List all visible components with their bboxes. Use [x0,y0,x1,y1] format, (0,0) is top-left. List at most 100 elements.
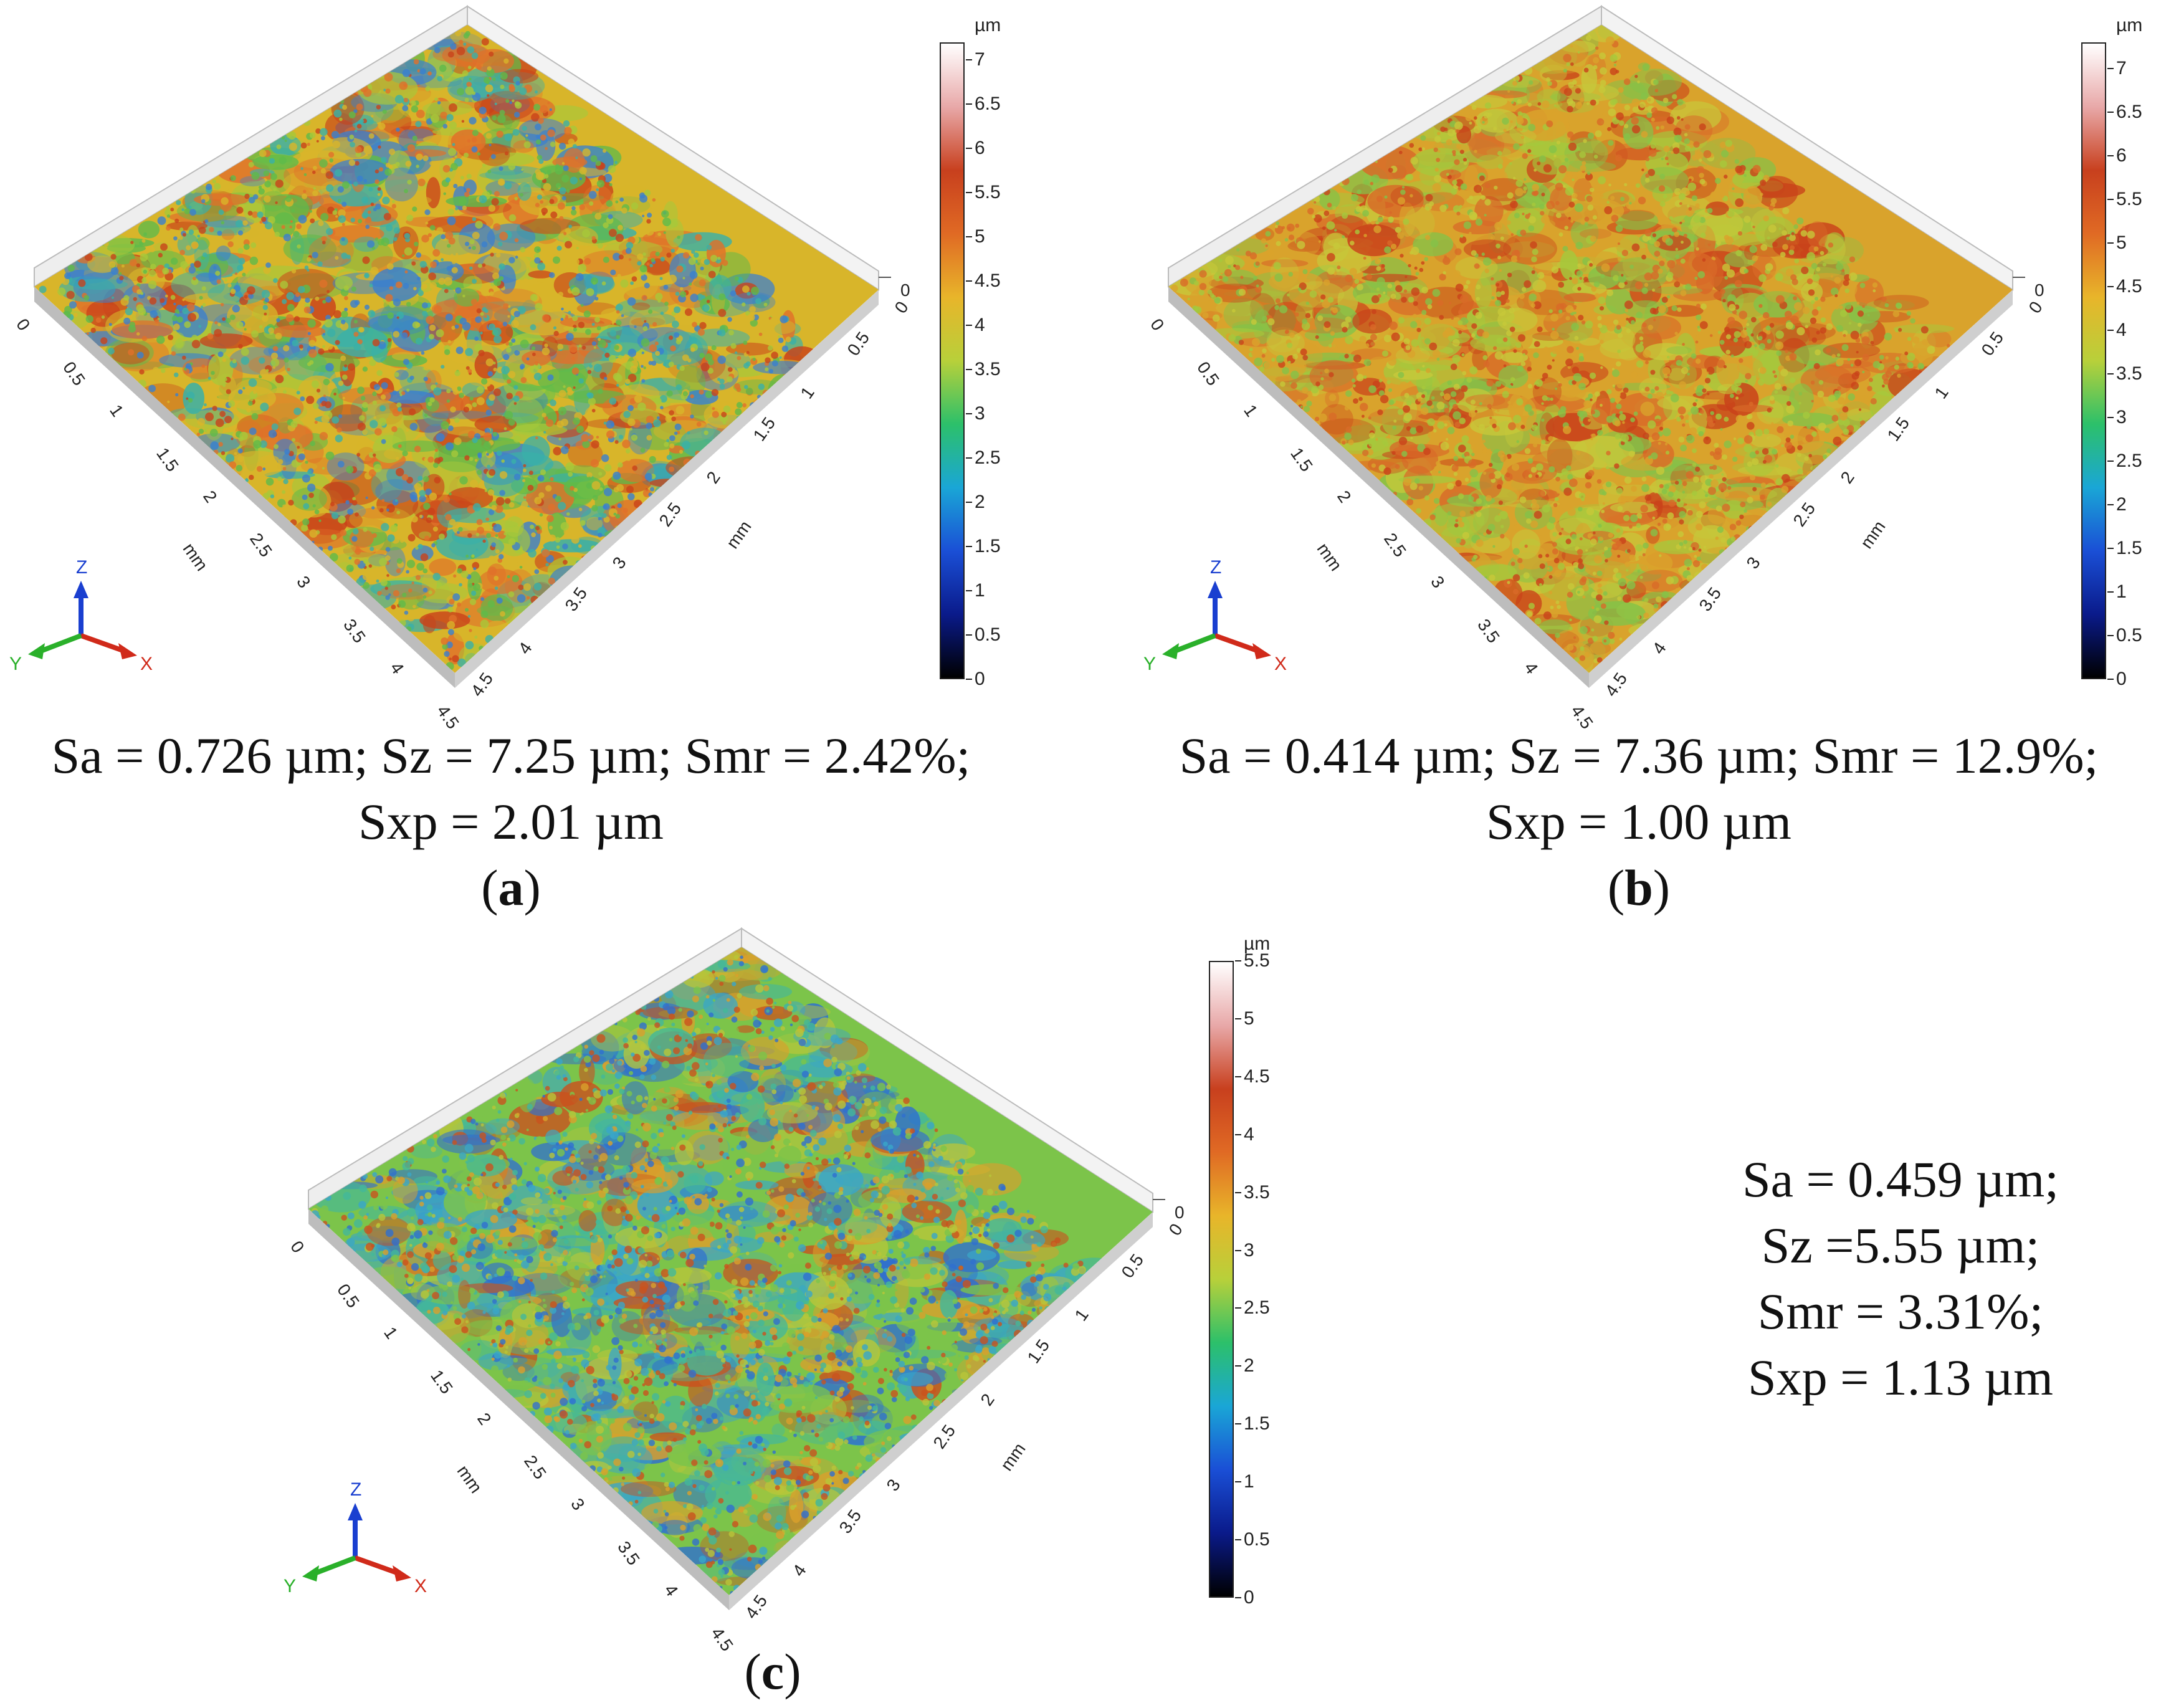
triad-z-label: Z [1210,557,1221,578]
axis-tick-right: 2 [1837,468,1858,487]
axis-tick-right: 4.5 [1601,669,1631,700]
colorbar-tick: 4.5 [2107,276,2142,297]
triad-y-label: Y [9,654,22,674]
axis-tick-left: 2 [199,487,221,507]
colorbar-tick: 7 [966,49,985,70]
axis-tick-right: 2.5 [930,1421,960,1453]
colorbar-unit-a: µm [975,15,1001,36]
colorbar-tick: 6.5 [2107,102,2142,122]
axis-unit-left: mm [179,540,212,575]
colorbar-tick: 1.5 [966,536,1001,557]
axis-tick-left: 1.5 [427,1367,457,1398]
axis-tick-right: 4 [789,1561,810,1580]
axis-tick-left: 0 [287,1238,308,1257]
axis-tick-right: 1.5 [750,414,780,445]
axis-tick-left: 0 [12,315,34,335]
axis-tick-left: 3.5 [1474,616,1504,647]
axis-unit-right: mm [1857,517,1889,552]
colorbar-tick: 2.5 [966,447,1001,469]
colorbar-tick: 0 [2107,669,2127,689]
colorbar-tick: 7 [2107,58,2127,79]
axis-tick-left: 3 [293,573,314,592]
axis-tick-right: 2 [703,468,724,487]
colorbar-tick: 2.5 [2107,451,2142,471]
axis-tick-right: 1.5 [1024,1336,1054,1367]
axis-tick-right: 2.5 [656,499,685,530]
colorbar-tick: 1 [2107,581,2127,602]
triad-y-label: Y [1143,654,1156,674]
colorbar-unit-c: µm [1244,933,1271,954]
surface-wall-right [729,1212,1153,1610]
axis-tick-right: 1 [1931,383,1952,403]
colorbar-tick: 3 [966,403,985,424]
surface-wall-left [34,287,455,688]
colorbar-gradient-c [1209,961,1234,1598]
triad-x-label: X [414,1576,427,1596]
colorbar-gradient-a [940,42,965,679]
surface-plot-c: 00.511.522.533.544.500.511.522.533.544.5… [284,927,1186,1654]
axis-tick-left: 1 [1240,401,1261,421]
axis-tick-left: 3 [567,1495,588,1514]
axis-tick-left: 4 [1520,659,1542,678]
axis-tick-right: 3.5 [561,584,591,615]
axis-tick-left: 2 [1333,487,1355,507]
surface-plot-a: 00.511.522.533.544.500.511.522.533.544.5… [9,5,912,732]
caption-c-label: (c) [744,1643,801,1700]
axis-tick-left: 2.5 [246,530,276,561]
z-axis-zero: 0 [900,280,910,300]
axis-tick-left: 3.5 [340,616,370,647]
colorbar-tick: 4.5 [1235,1066,1270,1087]
surface-texture [34,25,879,673]
colorbar-tick: 1.5 [2107,538,2142,558]
panel-b: 0 0.5 1 1.5 2 2.5 3 3.5 4 4.5 0 0.5 1 1.5 2 2.5 3 3.5 4 4.5… [1134,0,2161,922]
caption-b-line2: Sxp = 1.00 µm [1486,793,1791,850]
surface-wall-left [308,1209,729,1610]
triad-y-label: Y [284,1576,296,1596]
panel-label-c: c [761,1643,785,1700]
axis-tick-right: 0 [891,298,912,317]
axis-triad: Z X Y [284,1479,427,1596]
axis-triad: Z X Y [9,557,153,674]
colorbar-tick: 2 [1235,1355,1254,1376]
axis-tick-right: 2.5 [1790,499,1820,530]
colorbar-tick: 6 [966,138,985,159]
axis-tick-left: 2.5 [1380,530,1410,561]
triad-x-label: X [140,654,153,674]
axis-tick-left: 3.5 [614,1538,644,1569]
colorbar-tick: 1 [966,580,985,601]
colorbar-tick: 1 [1235,1471,1254,1492]
axis-tick-right: 3 [609,553,630,573]
axis-tick-right: 0 [2025,298,2046,317]
colorbar-unit-b: µm [2116,15,2143,36]
axis-tick-right: 4.5 [742,1591,771,1623]
colorbar-tick: 5 [2107,232,2127,253]
axis-tick-left: 2.5 [520,1452,550,1483]
axis-unit-left: mm [454,1462,486,1497]
axis-tick-right: 3 [1743,553,1764,573]
axis-tick-left: 0.5 [59,358,89,389]
axis-tick-right: 3 [883,1476,904,1495]
colorbar-tick: 2.5 [1235,1297,1270,1319]
axis-tick-right: 1.5 [1884,414,1914,445]
panel-label-a: a [498,859,524,916]
z-axis-zero: 0 [2035,280,2044,300]
axis-tick-right: 0.5 [1118,1251,1148,1282]
triad-z-label: Z [76,557,87,578]
axis-tick-right: 2 [977,1390,998,1410]
surface-wall-right [455,290,879,688]
axis-tick-right: 3.5 [1696,584,1725,615]
surface-wall-right [1589,290,2013,688]
surface-texture [1168,25,2013,673]
axis-tick-left: 2 [474,1410,495,1429]
colorbar-tick: 2 [966,492,985,513]
caption-b-label: (b) [1607,859,1671,916]
axis-unit-right: mm [723,517,755,552]
axis-tick-left: 3 [1427,573,1448,592]
colorbar-tick: 3 [1235,1239,1254,1261]
colorbar-tick: 0.5 [2107,625,2142,646]
colorbar-tick: 5.5 [1235,950,1270,971]
colorbar-tick: 4 [1235,1124,1254,1145]
triad-x-label: X [1274,654,1287,674]
colorbar-tick: 1.5 [1235,1413,1270,1434]
colorbar-tick: 5.5 [966,182,1001,203]
